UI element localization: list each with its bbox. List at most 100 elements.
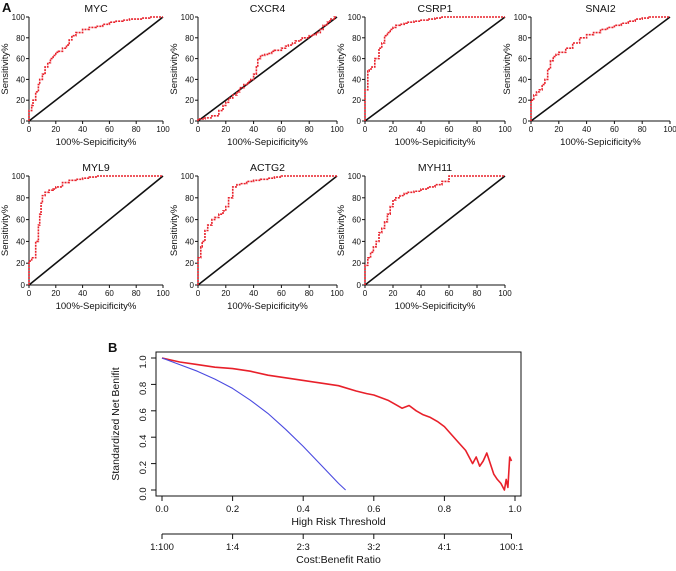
y-tick-label: 80 bbox=[16, 34, 25, 43]
x-tick-label: 80 bbox=[473, 289, 482, 298]
x-tick-label: 100 bbox=[156, 125, 170, 134]
y-tick-label: 0 bbox=[190, 281, 195, 290]
roc-curve-myh11 bbox=[364, 175, 505, 285]
y-axis-label: Sensitivity% bbox=[336, 204, 347, 256]
y-axis-label: Sensitivity% bbox=[0, 204, 11, 256]
y-tick-label: 40 bbox=[185, 75, 194, 84]
x-axis-label: 100%-Sepicificity% bbox=[395, 301, 476, 312]
roc-title-myl9: MYL9 bbox=[82, 162, 110, 174]
x-tick-label: 0 bbox=[529, 125, 534, 134]
roc-chart-csrp1: CSRP1 0 20 40 60 80 100 0 20 40 60 80 100 100%-Sepici… bbox=[336, 3, 512, 148]
x-tick-label: 0 bbox=[27, 125, 32, 134]
reference-diagonal-line bbox=[28, 175, 164, 286]
y-tick-label: 100 bbox=[514, 13, 528, 22]
x-tick-label: 20 bbox=[51, 125, 60, 134]
x-tick-label: 0.4 bbox=[297, 504, 310, 515]
roc-title-myh11: MYH11 bbox=[418, 162, 452, 174]
y-tick-label: 20 bbox=[185, 96, 194, 105]
reference-diagonal-line bbox=[28, 16, 164, 122]
secondary-tick-label: 1:100 bbox=[150, 542, 174, 553]
y-tick-label: 100 bbox=[348, 172, 362, 181]
y-tick-label: 0 bbox=[190, 117, 195, 126]
roc-chart-myh11: MYH11 0 20 40 60 80 100 0 20 40 60 80 100 100%-Sepici… bbox=[336, 162, 512, 312]
x-tick-label: 60 bbox=[105, 289, 114, 298]
y-tick-label: 40 bbox=[16, 237, 25, 246]
x-tick-label: 40 bbox=[249, 125, 258, 134]
x-tick-label: 40 bbox=[78, 289, 87, 298]
x-tick-label: 40 bbox=[417, 289, 426, 298]
y-axis-label: Sensitivity% bbox=[169, 204, 180, 256]
x-tick-label: 0.6 bbox=[367, 504, 380, 515]
roc-chart-myl9: MYL9 0 20 40 60 80 100 0 20 40 60 80 100 100%-Sepicif… bbox=[0, 162, 170, 312]
dca-curve-treat-all bbox=[161, 357, 346, 491]
y-tick-label: 20 bbox=[518, 96, 527, 105]
y-axis-label: Sensitivity% bbox=[336, 43, 347, 95]
x-tick-label: 0.2 bbox=[226, 504, 239, 515]
roc-title-snai2: SNAI2 bbox=[585, 3, 616, 15]
dca-curve-model bbox=[161, 357, 513, 491]
x-tick-label: 20 bbox=[389, 125, 398, 134]
x-axis-label: 100%-Sepicificity% bbox=[56, 137, 137, 148]
x-axis-label: 100%-Sepicificity% bbox=[227, 301, 308, 312]
y-tick-label: 0.6 bbox=[138, 408, 149, 421]
x-tick-label: 80 bbox=[638, 125, 647, 134]
y-tick-label: 0.2 bbox=[138, 461, 149, 474]
secondary-tick-label: 2:3 bbox=[297, 542, 310, 553]
roc-title-cxcr4: CXCR4 bbox=[250, 3, 286, 15]
y-tick-label: 60 bbox=[16, 55, 25, 64]
y-tick-label: 100 bbox=[12, 172, 26, 181]
y-tick-label: 0 bbox=[21, 281, 26, 290]
plot-frame bbox=[155, 351, 522, 497]
y-tick-label: 60 bbox=[352, 216, 361, 225]
y-tick-label: 20 bbox=[352, 259, 361, 268]
x-tick-label: 0 bbox=[196, 289, 201, 298]
y-tick-label: 80 bbox=[352, 194, 361, 203]
x-tick-label: 60 bbox=[277, 289, 286, 298]
x-axis-label: High Risk Threshold bbox=[291, 516, 386, 528]
decision-curve-chart: 0.0 0.2 0.4 0.6 0.8 1.0 Standardized Net Benif… bbox=[110, 351, 523, 566]
y-axis-label: Sensitivity% bbox=[0, 43, 11, 95]
y-tick-label: 60 bbox=[518, 55, 527, 64]
x-tick-label: 20 bbox=[221, 125, 230, 134]
roc-chart-snai2: SNAI2 0 20 40 60 80 100 0 20 40 60 80 100 100%-Sepici… bbox=[502, 3, 676, 148]
y-tick-label: 100 bbox=[348, 13, 362, 22]
y-tick-label: 0 bbox=[21, 117, 26, 126]
y-axis-label: Sensitivity% bbox=[502, 43, 513, 95]
y-tick-label: 60 bbox=[16, 216, 25, 225]
x-tick-label: 20 bbox=[51, 289, 60, 298]
x-tick-label: 40 bbox=[249, 289, 258, 298]
y-tick-label: 40 bbox=[518, 75, 527, 84]
roc-title-myc: MYC bbox=[84, 3, 108, 15]
secondary-tick-label: 1:4 bbox=[226, 542, 239, 553]
panel-b-letter: B bbox=[108, 340, 117, 355]
roc-chart-myc: MYC 0 20 40 60 80 100 0 20 40 60 80 100 100%-Sepicifi… bbox=[0, 3, 170, 148]
roc-chart-actg2: ACTG2 0 20 40 60 80 100 0 20 40 60 80 100 100%-Sepici… bbox=[169, 162, 344, 312]
y-tick-label: 100 bbox=[181, 172, 195, 181]
y-tick-label: 100 bbox=[181, 13, 195, 22]
x-tick-label: 60 bbox=[610, 125, 619, 134]
x-tick-label: 0.8 bbox=[438, 504, 451, 515]
secondary-tick-label: 4:1 bbox=[438, 542, 451, 553]
x-tick-label: 80 bbox=[132, 125, 141, 134]
x-tick-label: 100 bbox=[498, 125, 512, 134]
reference-diagonal-line bbox=[364, 16, 506, 122]
x-axis-label: 100%-Sepicificity% bbox=[560, 137, 641, 148]
roc-curve-snai2 bbox=[530, 16, 670, 121]
roc-chart-cxcr4: CXCR4 0 20 40 60 80 100 0 20 40 60 80 100 100%-Sepici… bbox=[169, 3, 344, 148]
x-tick-label: 0 bbox=[27, 289, 32, 298]
y-tick-label: 80 bbox=[185, 194, 194, 203]
roc-title-csrp1: CSRP1 bbox=[417, 3, 452, 15]
reference-diagonal-line bbox=[530, 16, 671, 122]
y-tick-label: 20 bbox=[352, 96, 361, 105]
y-tick-label: 60 bbox=[352, 55, 361, 64]
panel-a-letter: A bbox=[2, 0, 12, 15]
x-tick-label: 100 bbox=[156, 289, 170, 298]
x-tick-label: 100 bbox=[498, 289, 512, 298]
y-tick-label: 0 bbox=[357, 117, 362, 126]
y-tick-label: 80 bbox=[518, 34, 527, 43]
x-tick-label: 0 bbox=[363, 289, 368, 298]
x-tick-label: 60 bbox=[105, 125, 114, 134]
y-tick-label: 80 bbox=[352, 34, 361, 43]
x-tick-label: 0 bbox=[363, 125, 368, 134]
